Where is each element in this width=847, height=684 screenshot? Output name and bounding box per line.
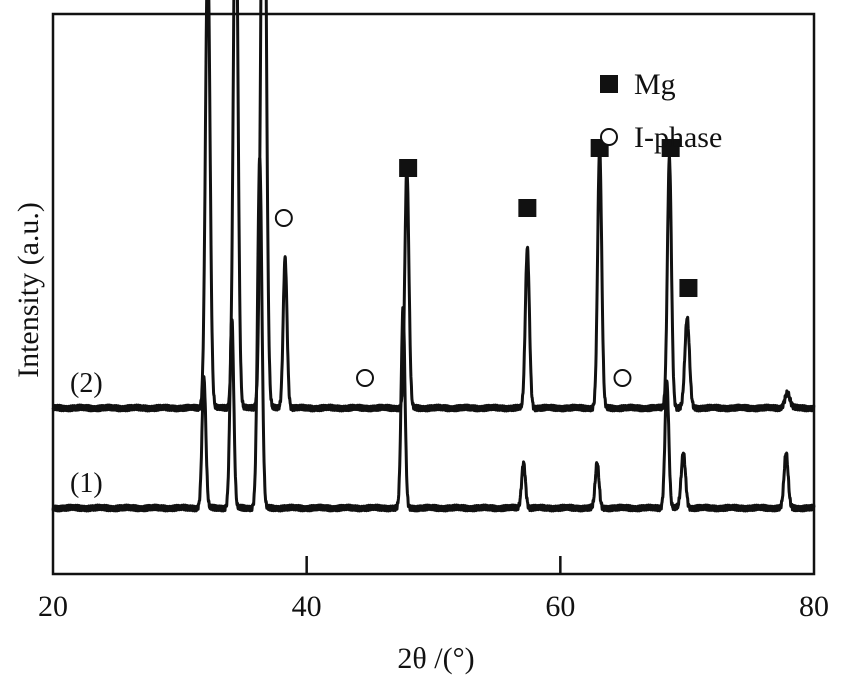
curve-label-2: (2) [70,368,103,399]
series-trace-2 [51,0,816,413]
mg-peak-marker [518,199,537,217]
mg-peak-marker [661,139,680,157]
iphase-peak-marker [356,369,375,387]
x-tick-label: 80 [799,590,829,623]
legend-mg-label: Mg [634,68,676,101]
x-tick-label: 60 [545,590,575,623]
plot-frame [51,12,816,576]
trace-group [51,0,816,513]
x-tick-label: 20 [38,590,68,623]
x-tick-label: 40 [292,590,322,623]
phase-marker-group [274,139,698,387]
x-tick-group: 20 40 60 80 [38,556,829,623]
series-trace-1 [51,156,816,513]
mg-peak-marker [399,159,418,177]
curve-label-1: (1) [70,468,103,499]
mg-peak-marker [679,279,698,297]
iphase-peak-marker [274,209,293,227]
legend-mg-square-icon [600,75,618,93]
legend-iphase-circle-icon [600,128,618,146]
x-axis-title: 2θ /(°) [397,642,474,675]
y-axis-title: Intensity (a.u.) [12,202,45,378]
iphase-peak-marker [613,369,632,387]
legend-iphase-label: I-phase [634,121,722,154]
legend: Mg I-phase [600,68,722,154]
